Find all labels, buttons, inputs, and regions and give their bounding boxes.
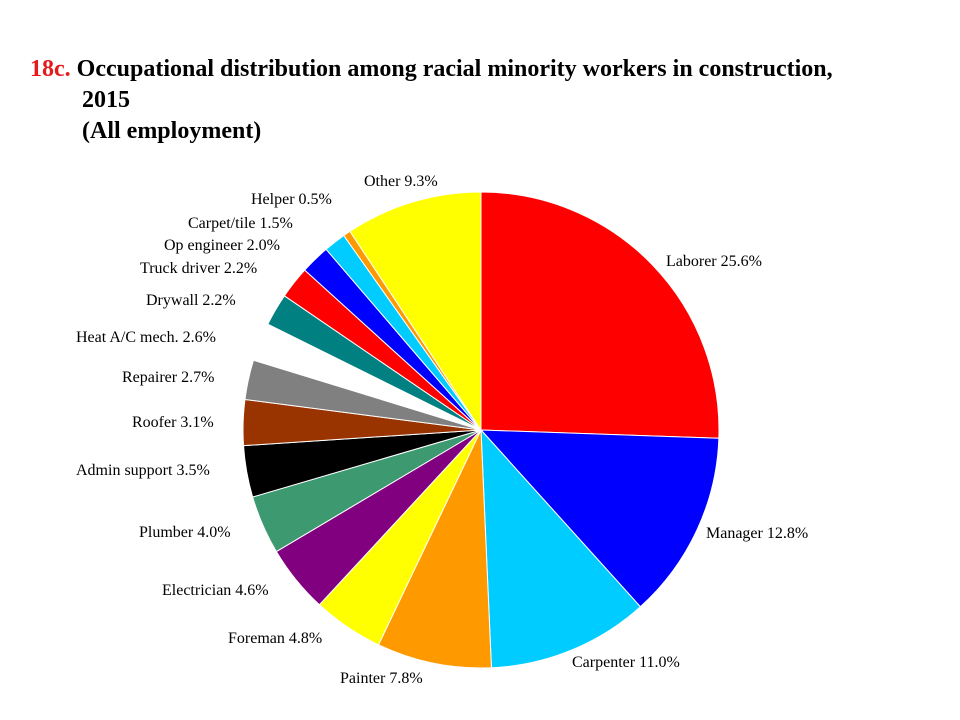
title-line-3: (All employment) (82, 118, 262, 144)
slice-label: Helper 0.5% (251, 191, 332, 208)
slice-label: Other 9.3% (364, 173, 438, 190)
slice-label: Electrician 4.6% (162, 582, 269, 599)
slice-label: Manager 12.8% (706, 525, 808, 542)
slice-label: Truck driver 2.2% (140, 260, 257, 277)
figure-number: 18c. (30, 56, 71, 82)
slice-label: Heat A/C mech. 2.6% (76, 329, 216, 346)
slice-label: Carpenter 11.0% (572, 654, 680, 671)
title-line-2: 2015 (82, 87, 130, 113)
slice-label: Repairer 2.7% (122, 369, 214, 386)
pie-slice-other (349, 191, 482, 432)
pie-slice-laborer (480, 191, 720, 439)
slice-label: Drywall 2.2% (146, 292, 236, 309)
slice-label: Carpet/tile 1.5% (188, 215, 293, 232)
pie-slice-manager (479, 429, 720, 608)
slice-label: Laborer 25.6% (666, 253, 762, 270)
slice-label: Foreman 4.8% (228, 630, 322, 647)
slice-label: Op engineer 2.0% (164, 237, 280, 254)
slice-label: Admin support 3.5% (76, 462, 210, 479)
slice-label: Painter 7.8% (340, 670, 423, 687)
chart-title: 18c. Occupational distribution among rac… (30, 54, 833, 147)
slice-label: Plumber 4.0% (139, 524, 231, 541)
title-line-1: Occupational distribution among racial m… (76, 56, 833, 82)
pie-slice-painter (377, 429, 492, 669)
pie-slice-carpenter (480, 428, 642, 669)
slice-label: Roofer 3.1% (132, 414, 214, 431)
